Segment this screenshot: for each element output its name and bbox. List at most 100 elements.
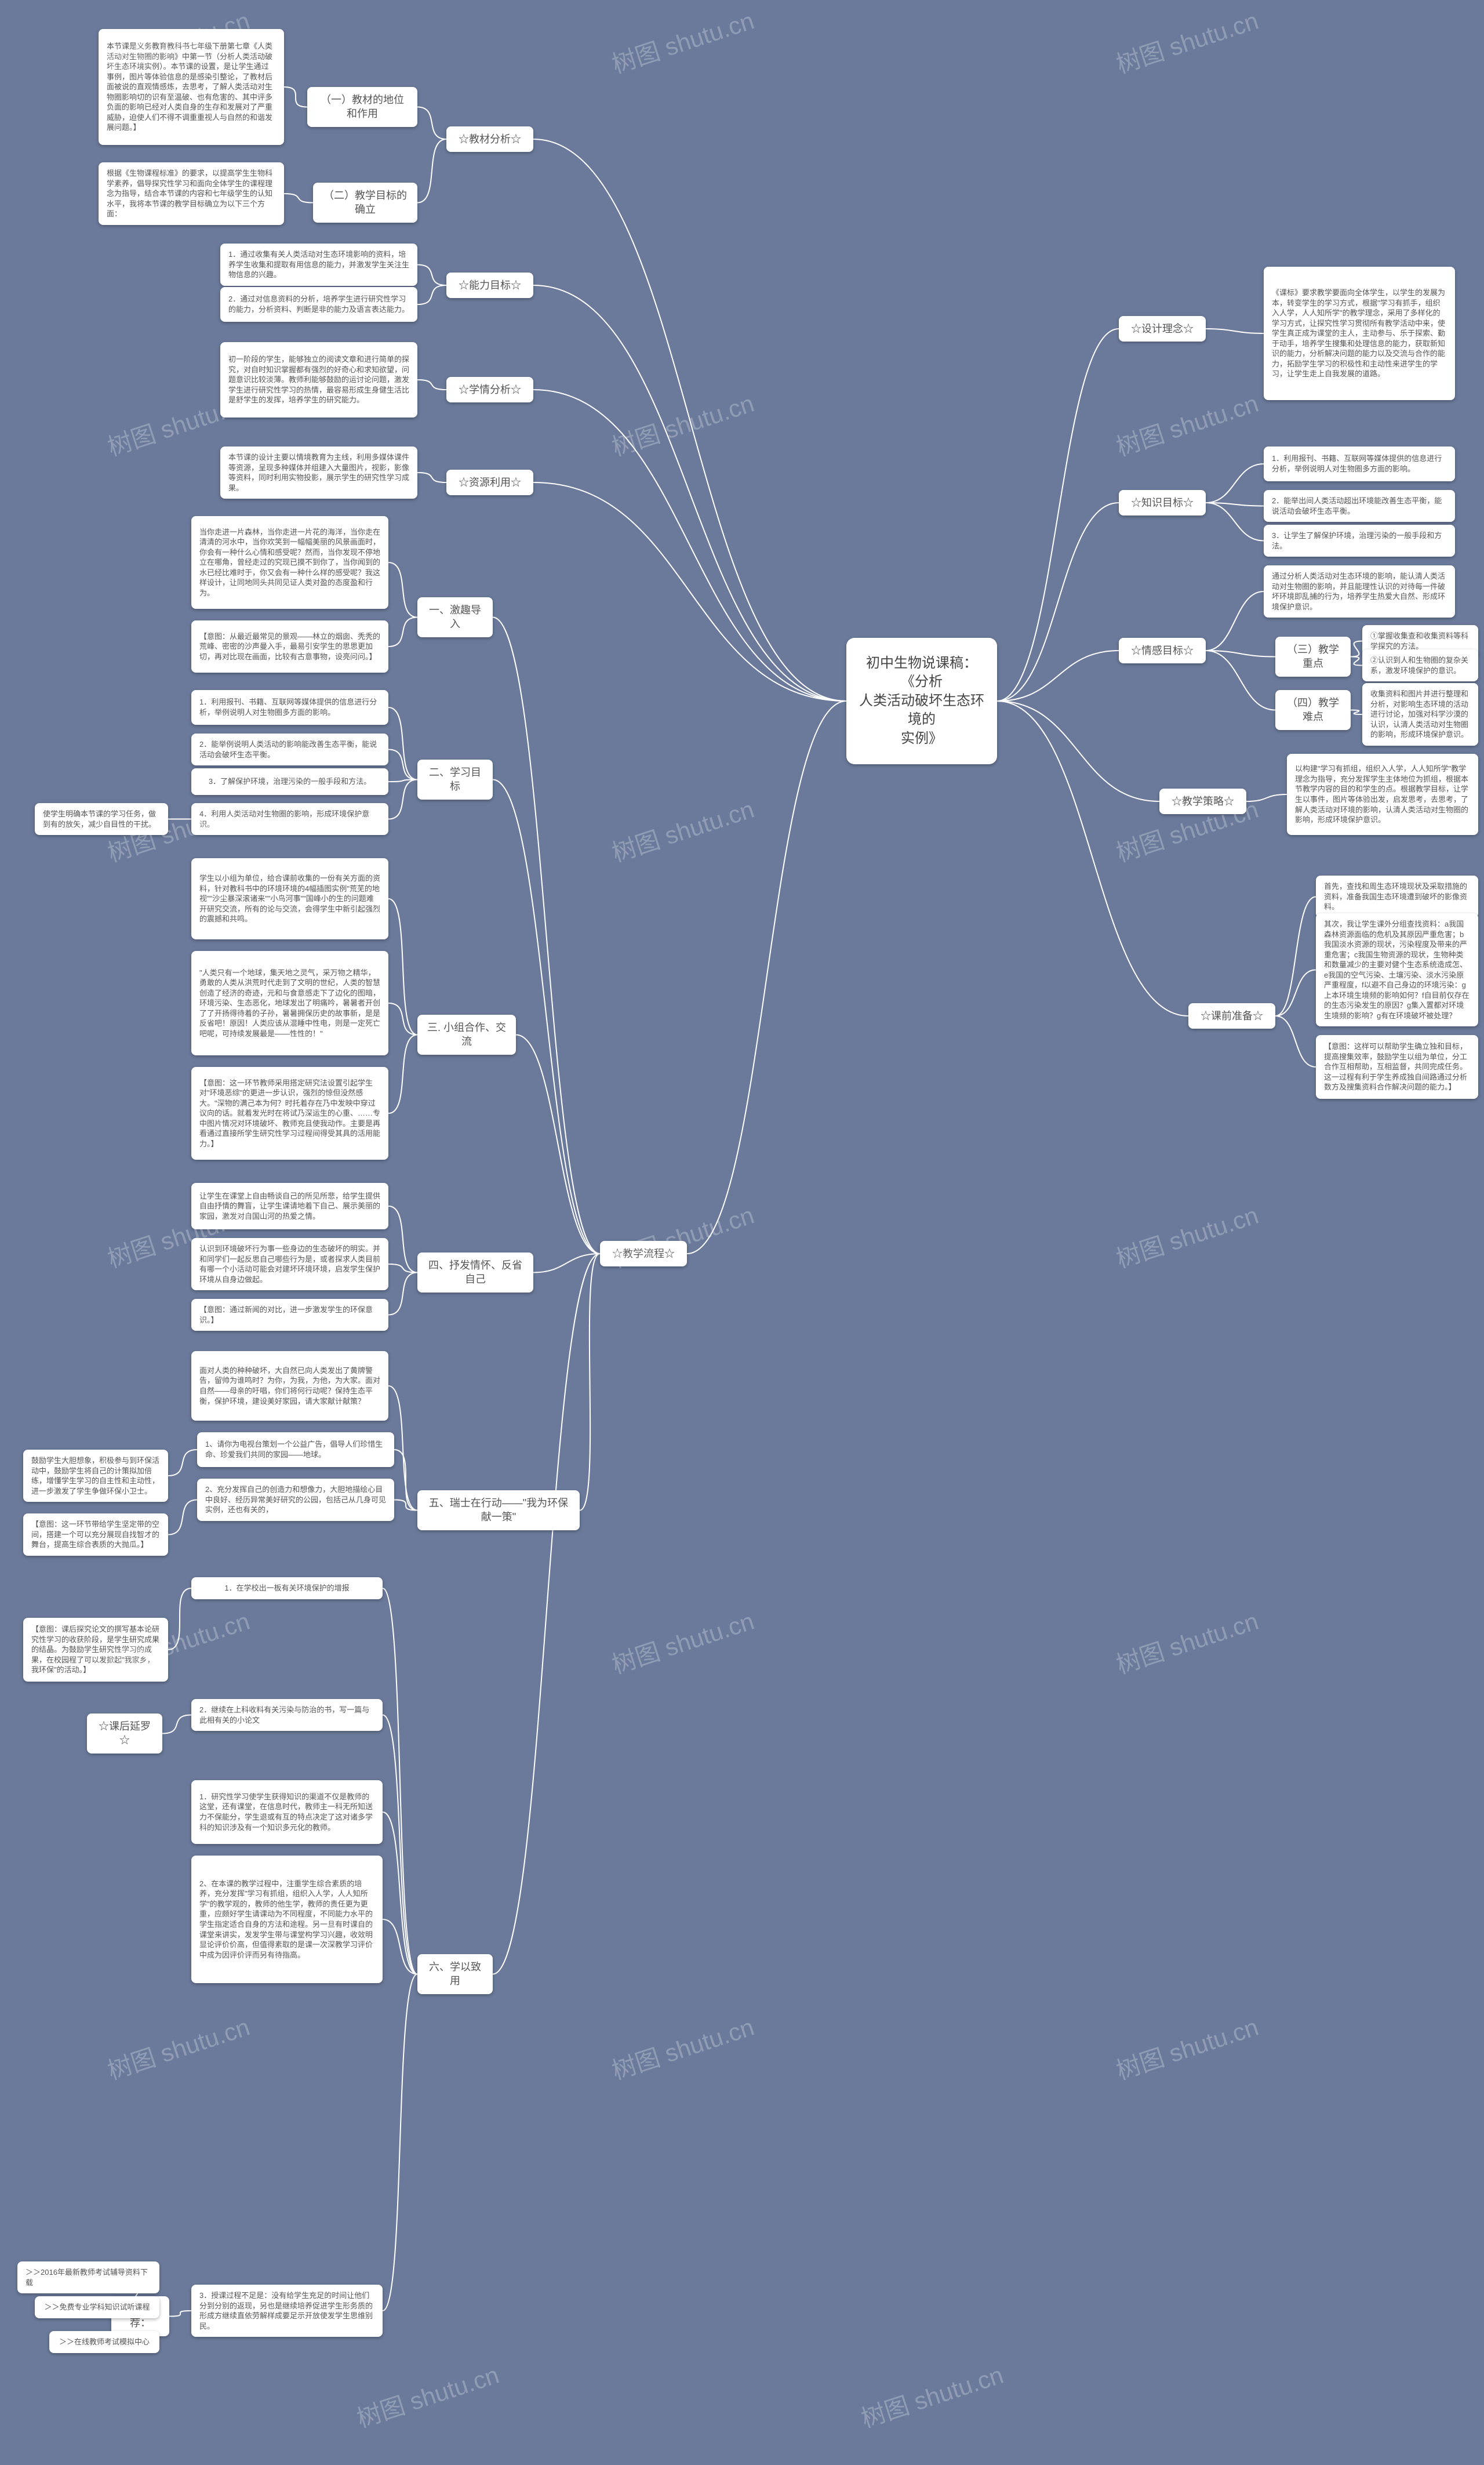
flow-step-1-text: 一、激趣导入 <box>427 603 483 631</box>
flow-3-2: "人类只有一个地球，集天地之灵气，采万物之精华，勇敢的人类从洪荒时代走到了文明的… <box>191 951 388 1055</box>
edge-b_f6-l_f6_3 <box>383 1812 417 1974</box>
edge-b_f3-l_f3_1 <box>388 899 417 1035</box>
flow-5-1-text: 面对人类的种种破坏，大自然已向人类发出了黄牌警告，留帅为谁鸣时？为你，为我，为他… <box>199 1366 380 1406</box>
watermark-16: 树图 shutu.cn <box>607 2007 758 2087</box>
edge-b_flow-b_f6 <box>493 1254 600 1974</box>
edge-root-b_design <box>997 329 1119 701</box>
watermark-19: 树图 shutu.cn <box>856 2355 1007 2435</box>
flow-5-side-2: 【意图：这一环节带给学生坚定带的空间，搭建一个可以充分展现自找智才的舞台，提高生… <box>23 1513 168 1556</box>
flow-4-1: 让学生在课堂上自由畅谈自己的所见所悲，给学生提供自由抒情的舞盲，让学生课请地着下… <box>191 1183 388 1229</box>
watermark-2: 树图 shutu.cn <box>1111 1 1263 81</box>
flow-4-2: 认识到环境破坏行为事一些身边的生态破坏的明实。并和同学们一起反思自己哪些行为是，… <box>191 1238 388 1290</box>
flow-5-2-text: 1、请你为电视台策划一个公益广告，倡导人们珍惜生命、珍爱我们共同的家园——地球。 <box>205 1439 386 1460</box>
watermark-4: 树图 shutu.cn <box>607 384 758 463</box>
root-node: 初中生物说课稿：《分析 人类活动破坏生态环境的 实例》 <box>846 638 997 764</box>
branch-preparation-text: ☆课前准备☆ <box>1201 1009 1263 1023</box>
edge-b_emo_key-l_emo_k2 <box>1351 657 1362 666</box>
leaf-prep-2: 其次，我让学生课外分组查找资料：a我国森林资源面临的危机及其原因严重危害；b我国… <box>1316 913 1478 1026</box>
edge-root-b_flow <box>687 701 846 1254</box>
edge-b_emo_diff-l_emo_d1 <box>1351 710 1362 715</box>
leaf-emotion-1-text: 通过分析人类活动对生态环境的影响，能认清人类活动对生物圈的影响，并且能理性认识的… <box>1272 571 1447 612</box>
leaf-emotion-k1-text: ①掌握收集查和收集资料等科学探究的方法。 <box>1370 631 1470 651</box>
edge-root-b_mat <box>533 139 846 701</box>
edge-b_student-l_stu_1 <box>417 380 446 390</box>
flow-1-2: 【意图：从最近最常见的景观——林立的烟囱、秃秃的荒峰、密密的沙声曼入手，最易引安… <box>191 620 388 673</box>
edge-b_know-l_know_3 <box>1206 503 1264 541</box>
edge-b_f4-l_f4_3 <box>388 1273 417 1315</box>
edge-root-b_emotion <box>997 651 1119 701</box>
edge-b_f2-l_f2_2 <box>388 750 417 780</box>
leaf-material-goal-text: （二）教学目标的确立 <box>322 188 408 217</box>
leaf-material-role-1-text: 本节课是义务教育教科书七年级下册第七章《人类活动对生物圈的影响》中第一节（分析人… <box>107 41 276 133</box>
edge-b_resource-l_res_1 <box>417 473 446 482</box>
flow-6-5-text: 3．授课过程不足是：没有给学生充足的时间让他们分到分别的返现，另也是继续培养促进… <box>199 2290 374 2331</box>
branch-strategy: ☆教学策略☆ <box>1159 789 1246 814</box>
branch-material-analysis-text: ☆教材分析☆ <box>459 132 521 146</box>
flow-step-3: 三. 小组合作、交流 <box>417 1015 516 1055</box>
branch-student-analysis: ☆学情分析☆ <box>446 377 533 402</box>
edge-b_f4-l_f4_1 <box>388 1206 417 1273</box>
edge-b_f2-l_f2_3 <box>388 780 417 782</box>
leaf-know-1: 1．利用报刊、书籍、互联网等媒体提供的信息进行分析，举例说明人对生物圈多方面的影… <box>1264 446 1455 481</box>
flow-6-4: 2、在本课的教学过程中，注重学生综合素质的培养，充分发挥"学习有抓组，组织入人学… <box>191 1856 383 1983</box>
flow-2-4: 4．利用人类活动对生物圈的影响，形成环境保护意识。 <box>191 803 388 835</box>
flow-4-2-text: 认识到环境破坏行为事一些身边的生态破坏的明实。并和同学们一起反思自己哪些行为是，… <box>199 1244 380 1284</box>
flow-1-2-text: 【意图：从最近最常见的景观——林立的烟囱、秃秃的荒峰、密密的沙声曼入手，最易引安… <box>199 631 380 662</box>
flow-2-2: 2．能举例说明人类活动的影响能改善生态平衡，能说活动会破坏生态平衡。 <box>191 734 388 765</box>
flow-4-1-text: 让学生在课堂上自由畅谈自己的所见所悲，给学生提供自由抒情的舞盲，让学生课请地着下… <box>199 1191 380 1222</box>
flow-step-2-text: 二、学习目标 <box>427 765 483 794</box>
edge-root-b_strategy <box>997 701 1159 801</box>
flow-6-4-text: 2、在本课的教学过程中，注重学生综合素质的培养，充分发挥"学习有抓组，组织入人学… <box>199 1879 374 1960</box>
branch-emotion-goal-text: ☆情感目标☆ <box>1131 644 1194 658</box>
leaf-material-goal: （二）教学目标的确立 <box>313 183 417 223</box>
edge-l_f6_2-l_f6_2e <box>162 1715 191 1734</box>
leaf-know-3: 3．让学生了解保护环境，治理污染的一般手段和方法。 <box>1264 525 1455 557</box>
flow-6-3-text: 1．研究性学习使学生获得知识的渠道不仅是教师的这堂，还有课堂，在信息时代，教师主… <box>199 1792 374 1832</box>
edge-b_flow-b_f1 <box>493 618 600 1254</box>
edge-b_strategy-l_strat_1 <box>1246 794 1287 801</box>
flow-step-6-text: 六、学以致用 <box>427 1960 483 1988</box>
branch-strategy-text: ☆教学策略☆ <box>1172 794 1234 808</box>
edge-b_mat-b_mat_1 <box>417 107 446 140</box>
flow-6-2-text: 2．继续在上科收料有关污染与防治的书，写一篇与此相有关的小论文 <box>199 1705 374 1725</box>
leaf-emotion-key: （三）教学重点 <box>1275 637 1351 677</box>
leaf-emotion-difficulty: （四）教学难点 <box>1275 690 1351 730</box>
edge-b_f5-l_f5_2 <box>394 1450 417 1511</box>
watermark-11: 树图 shutu.cn <box>1111 1196 1263 1275</box>
leaf-emotion-d1-text: 收集资料和图片并进行整理和分析，对影响生态环境的活动进行讨论，加强对科学沙漠的认… <box>1370 689 1470 740</box>
edge-b_prep-l_prep_1 <box>1275 897 1316 1017</box>
leaf-prep-2-text: 其次，我让学生课外分组查找资料：a我国森林资源面临的危机及其原因严重危害；b我国… <box>1324 919 1470 1021</box>
edge-root-b_resource <box>533 482 846 701</box>
leaf-material-goal-1: 根据《生物课程标准》的要求，以提高学生生物科学素养，倡导探究性学习和面向全体学生… <box>99 162 284 225</box>
flow-2-2-text: 2．能举例说明人类活动的影响能改善生态平衡，能说活动会破坏生态平衡。 <box>199 739 380 760</box>
edge-b_f6-l_f6_5 <box>383 1974 417 2311</box>
leaf-resource-1: 本节课的设计主要以情境教育为主线，利用多媒体课件等资源，呈现多种媒体并组建入大量… <box>220 446 417 499</box>
edge-l_f6_1-l_f6_2s <box>168 1588 191 1650</box>
watermark-1: 树图 shutu.cn <box>607 1 758 81</box>
flow-step-3-text: 三. 小组合作、交流 <box>427 1021 507 1049</box>
edge-b_emotion-b_emo_key <box>1206 651 1275 657</box>
flow-step-5-text: 五、瑞士在行动——"我为环保献一策" <box>427 1496 570 1524</box>
edge-b_f2-l_f2_1 <box>388 707 417 780</box>
flow-2-4-sub-text: 使学生明确本节课的学习任务，做到有的放矢，减少自目性的干扰。 <box>43 809 160 829</box>
leaf-material-role-1: 本节课是义务教育教科书七年级下册第七章《人类活动对生物圈的影响》中第一节（分析人… <box>99 29 284 145</box>
flow-4-3-text: 【意图：通过新闻的对比，进一步激发学生的环保意识。】 <box>199 1305 380 1325</box>
edge-l_f5_2-l_f5_2s <box>168 1450 197 1476</box>
edge-l_f5_3-l_f5_3s <box>168 1500 197 1535</box>
edge-b_f6-l_f6_1 <box>383 1588 417 1974</box>
branch-teaching-flow-text: ☆教学流程☆ <box>612 1247 675 1261</box>
watermark-18: 树图 shutu.cn <box>352 2355 503 2435</box>
edge-b_prep-l_prep_3 <box>1275 1016 1316 1067</box>
edge-b_know-l_know_2 <box>1206 503 1264 506</box>
watermark-14: 树图 shutu.cn <box>1111 1602 1263 1681</box>
leaf-prep-1-text: 首先，查找和周生态环境现状及采取措施的资料，准备我国生态环境遭到破坏的影像资料。 <box>1324 881 1470 912</box>
flow-6-related-3-text: ＞＞在线教师考试模拟中心 <box>59 2337 150 2347</box>
branch-knowledge-goal: ☆知识目标☆ <box>1119 490 1206 515</box>
edge-b_ability-l_abl_2 <box>417 285 446 304</box>
leaf-know-2-text: 2．能举出间人类活动超出环境能改善生态平衡，能说活动会破坏生态平衡。 <box>1272 496 1447 516</box>
edge-root-b_prep <box>997 701 1188 1016</box>
leaf-prep-1: 首先，查找和周生态环境现状及采取措施的资料，准备我国生态环境遭到破坏的影像资料。 <box>1316 876 1478 918</box>
edge-b_mat_1-l_mat_1 <box>284 87 307 107</box>
edge-b_f1-l_f1_2 <box>388 618 417 647</box>
flow-2-3: 3．了解保护环境，治理污染的一般手段和方法。 <box>191 768 388 795</box>
